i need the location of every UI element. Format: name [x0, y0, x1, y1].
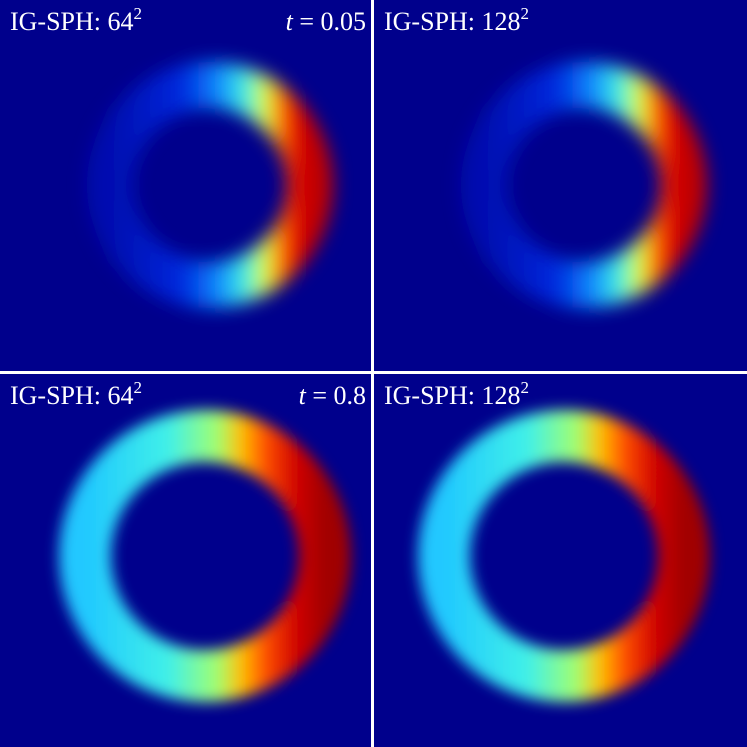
- panel-label: IG-SPH: 642: [10, 378, 142, 410]
- label-exponent: 2: [521, 4, 530, 23]
- label-exponent: 2: [134, 4, 143, 23]
- label-text: IG-SPH: 128: [384, 381, 521, 410]
- label-exponent: 2: [521, 378, 530, 397]
- panel: IG-SPH: 1282: [374, 374, 747, 747]
- time-label: t = 0.8: [299, 381, 366, 410]
- time-value: = 0.05: [299, 7, 366, 36]
- time-symbol: t: [286, 7, 294, 36]
- time-label: t = 0.05: [286, 7, 366, 36]
- label-exponent: 2: [134, 378, 143, 397]
- label-text: IG-SPH: 128: [384, 7, 521, 36]
- panel-label: IG-SPH: 1282: [384, 378, 529, 410]
- label-text: IG-SPH: 64: [10, 7, 134, 36]
- label-text: IG-SPH: 64: [10, 381, 134, 410]
- density-ring: [87, 62, 333, 308]
- density-ring: [59, 410, 351, 702]
- panel-label: IG-SPH: 642: [10, 4, 142, 36]
- panel-label: IG-SPH: 1282: [384, 4, 529, 36]
- time-value: = 0.8: [312, 381, 366, 410]
- time-symbol: t: [299, 381, 307, 410]
- panel: IG-SPH: 642 t = 0.05: [0, 0, 371, 371]
- panel: IG-SPH: 642 t = 0.8: [0, 374, 371, 747]
- panel: IG-SPH: 1282: [374, 0, 747, 371]
- density-ring: [418, 410, 710, 702]
- density-ring: [461, 62, 707, 308]
